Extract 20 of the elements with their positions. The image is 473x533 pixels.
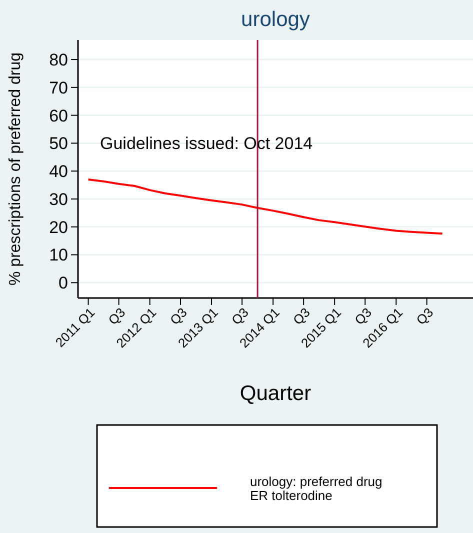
y-tick-label: 40 bbox=[49, 162, 68, 182]
y-tick-label: 30 bbox=[49, 190, 68, 209]
x-tick-label: Q3 bbox=[105, 304, 128, 328]
y-tick-label: 50 bbox=[49, 134, 68, 154]
y-axis-title: % prescriptions of preferred drug bbox=[7, 52, 24, 286]
y-tick-label: 60 bbox=[49, 106, 68, 126]
x-axis-title: Quarter bbox=[240, 382, 312, 405]
chart-title: urology bbox=[241, 8, 310, 31]
text: urology: preferred drug ER tolterodine bbox=[250, 474, 382, 503]
y-tick-label: 10 bbox=[49, 246, 68, 265]
x-tick-label: Q3 bbox=[166, 304, 190, 328]
y-tick-label: 70 bbox=[49, 78, 68, 98]
x-tick-label: Q3 bbox=[413, 304, 436, 328]
line-series bbox=[87, 178, 444, 235]
x-tick-label: Q3 bbox=[228, 304, 252, 328]
x-tick-label: Q3 bbox=[352, 304, 374, 328]
x-tick-label: Q3 bbox=[290, 304, 313, 328]
y-tick-label: 0 bbox=[58, 274, 68, 293]
y-tick-label: 20 bbox=[49, 218, 68, 237]
y-tick-label: 80 bbox=[49, 50, 68, 70]
